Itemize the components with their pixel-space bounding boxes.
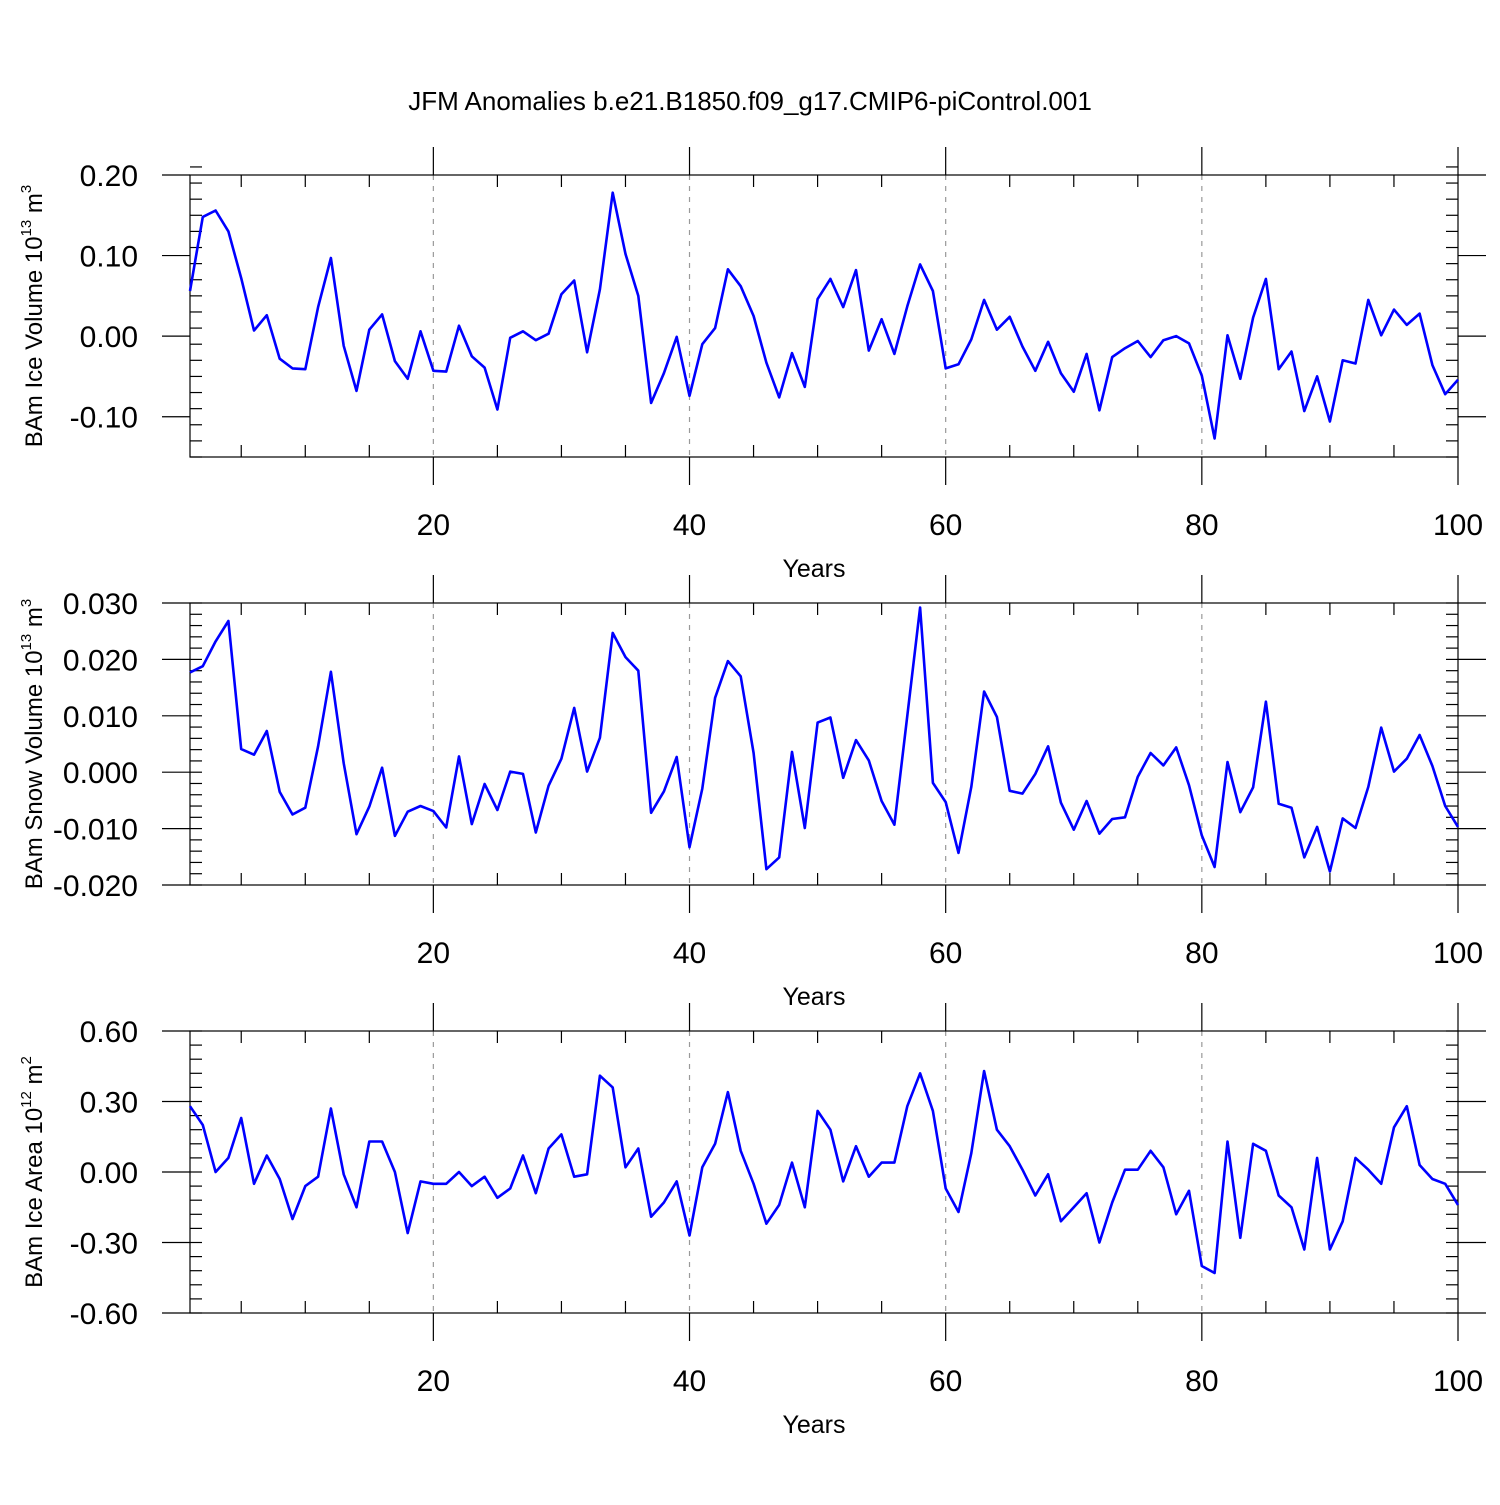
y-tick-label: -0.10 (70, 402, 138, 435)
y-label-unit: m (21, 607, 48, 634)
x-tick-label: 40 (673, 1365, 706, 1398)
x-tick-label: 40 (673, 937, 706, 970)
x-tick-label: 60 (929, 1365, 962, 1398)
x-tick-label: 20 (417, 509, 450, 542)
y-tick-label: 0.030 (63, 588, 138, 621)
y-tick-label: -0.010 (53, 814, 138, 847)
x-tick-label: 40 (673, 509, 706, 542)
x-tick-label: 80 (1185, 509, 1218, 542)
y-label-unit: m (21, 193, 48, 220)
y-label-exponent: 12 (18, 1091, 35, 1108)
panel-1: -0.10 0.00 0.10 0.20 20 40 60 80 100 Years BAm Ice… (18, 147, 1486, 583)
plot-frame (189, 1030, 1459, 1314)
y-label-exponent: 13 (18, 634, 35, 651)
y-label-unit-exponent: 2 (18, 1056, 35, 1064)
x-tick-label: 20 (417, 1365, 450, 1398)
x-tick-label: 100 (1433, 509, 1483, 542)
x-tick-label: 60 (929, 509, 962, 542)
x-tick-label: 100 (1433, 1365, 1483, 1398)
x-tick-label: 80 (1185, 937, 1218, 970)
x-tick-label: 80 (1185, 1365, 1218, 1398)
y-tick-label: -0.30 (70, 1228, 138, 1261)
series-line (188, 191, 1459, 440)
y-label-text: BAm Snow Volume 10 (21, 650, 48, 889)
y-tick-label: -0.60 (70, 1298, 138, 1331)
y-label-unit-exponent: 3 (18, 185, 35, 193)
plot-frame (189, 174, 1459, 458)
y-label-text: BAm Ice Area 10 (21, 1108, 48, 1288)
y-tick-label: 0.010 (63, 701, 138, 734)
y-tick-label: 0.30 (80, 1087, 138, 1120)
y-tick-label: 0.00 (80, 321, 138, 354)
y-axis-label: BAm Ice Volume 1013 m3 (18, 185, 48, 447)
chart-title: JFM Anomalies b.e21.B1850.f09_g17.CMIP6-… (408, 86, 1092, 116)
x-tick-label: 100 (1433, 937, 1483, 970)
y-tick-label: -0.020 (53, 870, 138, 903)
y-axis-label: BAm Snow Volume 1013 m3 (18, 599, 48, 890)
y-label-unit: m (21, 1064, 48, 1091)
plot-frame (189, 602, 1459, 886)
x-axis-label: Years (782, 555, 845, 583)
y-tick-label: 0.20 (80, 160, 138, 193)
y-axis-label: BAm Ice Area 1012 m2 (18, 1056, 48, 1288)
x-tick-label: 60 (929, 937, 962, 970)
x-axis-label: Years (782, 1411, 845, 1439)
x-tick-label: 20 (417, 937, 450, 970)
y-label-unit-exponent: 3 (18, 599, 35, 607)
y-label-text: BAm Ice Volume 10 (21, 236, 48, 447)
y-tick-label: 0.10 (80, 241, 138, 274)
y-tick-label: 0.000 (63, 757, 138, 790)
y-tick-label: 0.00 (80, 1157, 138, 1190)
x-axis-label: Years (782, 983, 845, 1011)
series-line (188, 1069, 1460, 1275)
panel-3: -0.60 -0.30 0.00 0.30 0.60 20 40 60 80 100 Years BA… (18, 1003, 1486, 1439)
series-line (189, 606, 1460, 873)
y-tick-label: 0.020 (63, 644, 138, 677)
panel-2: -0.020 -0.010 0.000 0.010 0.020 0.030 20 40 60 80… (18, 575, 1486, 1011)
y-tick-label: 0.60 (80, 1016, 138, 1049)
y-label-exponent: 13 (18, 220, 35, 237)
